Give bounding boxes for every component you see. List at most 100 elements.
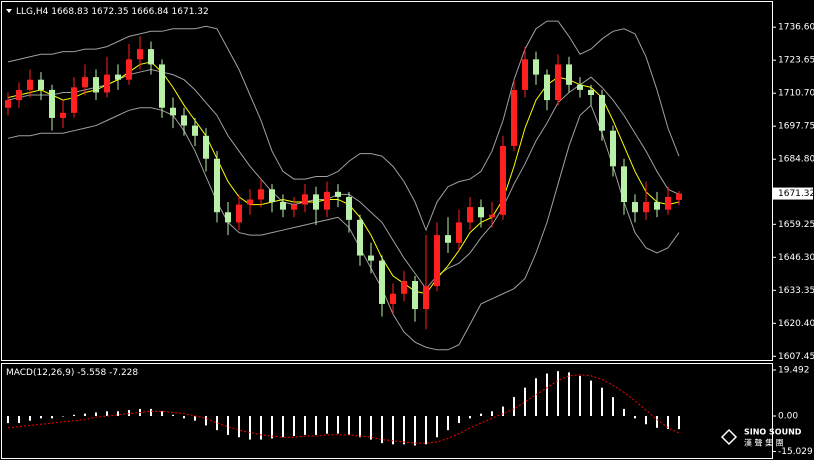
candle-body <box>159 64 165 108</box>
macd-bar <box>458 415 460 424</box>
close-value: 1671.32 <box>172 7 209 17</box>
candle-body <box>478 207 484 218</box>
candle-body <box>280 202 286 210</box>
candle-body <box>137 49 143 60</box>
candle-body <box>82 77 88 88</box>
current-price-label: 1671.32 <box>778 189 814 199</box>
macd-bar <box>84 413 86 416</box>
y-tick-label: 1646.30 <box>778 253 814 263</box>
candle-body <box>170 107 176 116</box>
macd-bar <box>183 415 185 419</box>
macd-bar <box>601 387 603 416</box>
macd-bar <box>678 415 680 430</box>
macd-bar <box>359 415 361 438</box>
candle-body <box>126 59 132 80</box>
y-tick-label: 1633.35 <box>778 286 814 296</box>
bollinger-band <box>7 20 680 232</box>
macd-bar <box>249 415 251 440</box>
candle-body <box>214 158 220 213</box>
candle-body <box>401 281 407 294</box>
candle-body <box>434 235 440 287</box>
candle-body <box>269 189 275 203</box>
candle-body <box>423 286 429 310</box>
y-tick-label: -15.029 <box>778 447 813 457</box>
macd-bar <box>612 397 614 416</box>
candle-body <box>643 202 649 213</box>
macd-bar <box>260 415 262 440</box>
candle-body <box>71 87 77 113</box>
y-tick-label: 1659.25 <box>778 220 814 230</box>
macd-panel-frame <box>1 363 773 459</box>
macd-bar <box>29 415 31 421</box>
open-value: 1668.83 <box>51 7 88 17</box>
candle-body <box>203 135 209 159</box>
macd-bar <box>150 408 152 416</box>
bollinger-band <box>7 104 680 351</box>
candle-body <box>390 293 396 304</box>
macd-bar <box>425 415 427 445</box>
candle-body <box>181 115 187 126</box>
macd-bar <box>579 375 581 416</box>
candle-body <box>357 219 363 256</box>
macd-bar <box>293 415 295 437</box>
macd-bar <box>315 415 317 435</box>
candle-body <box>599 95 605 131</box>
candle-body <box>60 112 66 118</box>
candle-body <box>665 196 671 210</box>
macd-bar <box>271 415 273 439</box>
candle-body <box>49 89 55 118</box>
candle-body <box>225 212 231 223</box>
macd-bar <box>524 387 526 416</box>
current-price-box <box>773 187 813 200</box>
macd-bar <box>194 415 196 421</box>
macd-bar <box>568 372 570 416</box>
candle-body <box>610 130 616 167</box>
candle-body <box>555 64 561 101</box>
main-panel-frame <box>1 1 773 361</box>
macd-bar <box>535 378 537 416</box>
y-tick-label: 1710.70 <box>778 89 814 99</box>
y-tick-label: 1723.65 <box>778 56 814 66</box>
logo-name: SINO SOUND <box>744 428 802 437</box>
candle-body <box>258 189 264 200</box>
macd-bar <box>392 415 394 445</box>
candle-body <box>445 235 451 243</box>
candle-body <box>456 222 462 243</box>
macd-bar <box>590 380 592 416</box>
candle-body <box>588 89 594 96</box>
candle-body <box>16 89 22 101</box>
candle-body <box>566 64 572 85</box>
y-tick-label: 1736.60 <box>778 23 814 33</box>
candle-body <box>5 100 11 108</box>
candle-body <box>676 193 682 200</box>
candle-body <box>368 255 374 261</box>
macd-bar <box>546 373 548 416</box>
macd-bar <box>51 415 53 419</box>
y-tick-label: 19.492 <box>778 365 810 375</box>
macd-bar <box>216 415 218 431</box>
macd-bar <box>62 415 64 417</box>
macd-bar <box>623 408 625 416</box>
macd-bar <box>403 415 405 445</box>
candle-body <box>27 79 33 90</box>
menu-arrow <box>6 9 12 13</box>
macd-bar <box>128 410 130 416</box>
signal-line <box>7 374 680 444</box>
macd-bar <box>447 415 449 431</box>
macd-bar <box>370 415 372 440</box>
logo-icon <box>720 428 738 446</box>
candle-body <box>621 166 627 203</box>
macd-bar <box>40 415 42 419</box>
candle-body <box>489 214 495 218</box>
candle-body <box>38 79 44 90</box>
y-tick-label: 1684.80 <box>778 155 814 165</box>
macd-bar <box>7 415 9 424</box>
candle-body <box>632 202 638 213</box>
candle-body <box>104 74 110 93</box>
macd-bar <box>381 415 383 444</box>
macd-bar <box>414 415 416 446</box>
macd-bar <box>117 411 119 416</box>
macd-bar <box>205 415 207 426</box>
macd-bar <box>645 415 647 425</box>
